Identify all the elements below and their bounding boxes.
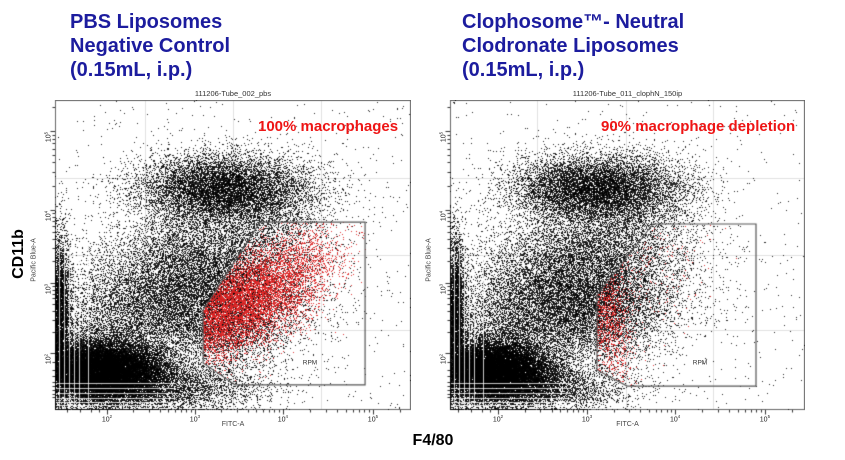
x-axis-group-label: F4/80 [412,432,454,449]
x-tick-label: 103 [581,414,593,424]
x-tick-label: 103 [189,414,201,424]
x-tick-label: 104 [669,414,681,424]
tube-name-header: 111206-Tube_002_pbs [194,89,272,98]
tube-name-header: 111206-Tube_011_clophN_150ip [572,89,683,98]
scatter-canvas [45,100,411,424]
x-tick-label: 105 [367,414,379,424]
left-panel-title: PBS Liposomes Negative Control (0.15mL, … [70,11,231,81]
x-axis-label: FITC-A [221,421,245,428]
x-tick-label: 105 [759,414,770,424]
annotation-text: 90% macrophage depletion [601,118,796,135]
right-panel-title: Clophosome™- Neutral Clodronate Liposome… [462,11,685,81]
gate-label: RPM [302,359,318,367]
flow-plot-clophosome: 111206-Tube_011_clophN_150ip 90% macroph… [426,89,805,460]
flow-plot-pbs: 111206-Tube_002_pbs 100% macrophages RPM… [31,89,411,460]
x-tick-label: 102 [101,414,113,424]
gate-label: RPM [692,359,708,367]
x-tick-label: 104 [277,414,288,424]
x-axis-label: FITC-A [616,421,639,428]
annotation-text: 100% macrophages [258,118,399,135]
scatter-canvas [440,100,805,424]
x-tick-label: 102 [492,414,504,424]
